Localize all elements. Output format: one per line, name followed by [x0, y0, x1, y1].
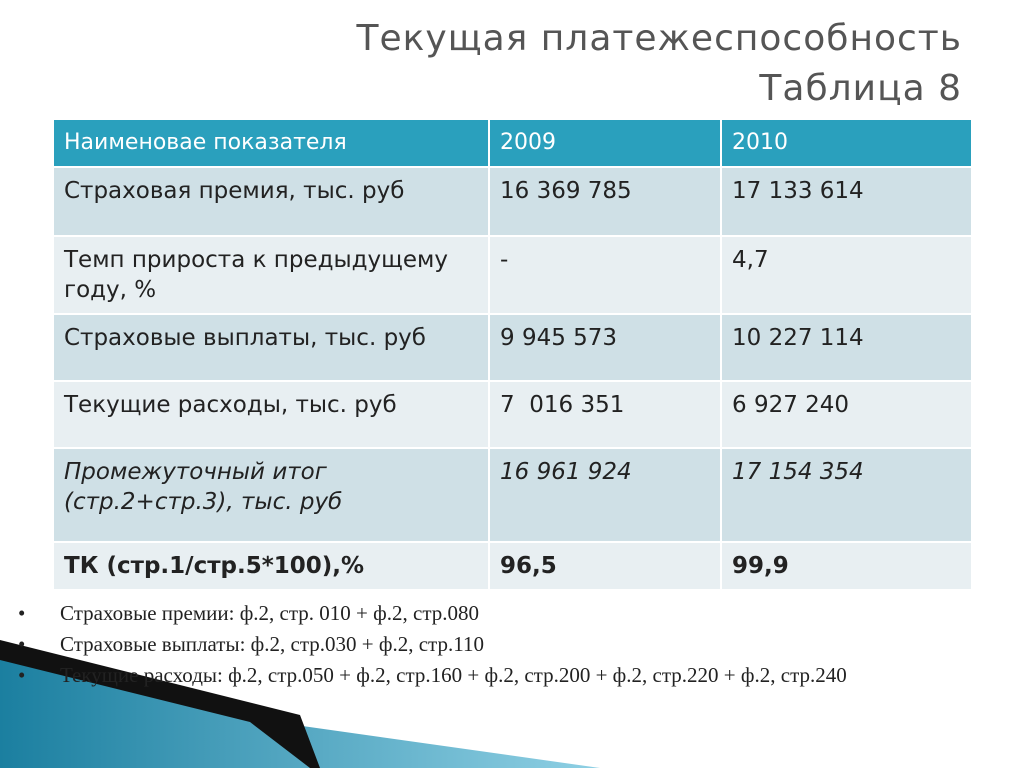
- table-row: ТК (стр.1/стр.5*100),% 96,5 99,9: [52, 541, 973, 591]
- table-cell: 17 133 614: [720, 166, 973, 237]
- column-header: 2009: [488, 118, 722, 168]
- table-cell: 10 227 114: [720, 313, 973, 382]
- table-cell: Текущие расходы, тыс. руб: [52, 380, 490, 449]
- table-row: Страховые выплаты, тыс. руб 9 945 573 10 2…: [52, 313, 973, 382]
- table-row: Темп прироста к предыдущему году, % -4,7: [52, 235, 973, 315]
- title: Текущая платежеспособность: [356, 18, 962, 59]
- table-cell: 4,7: [720, 235, 973, 315]
- table-cell: 99,9: [720, 541, 973, 591]
- table-cell: -: [488, 235, 722, 315]
- table-row: Страховая премия, тыс. руб 16 369 785 17 1…: [52, 166, 973, 237]
- table-cell: 17 154 354: [720, 447, 973, 543]
- note: Текущие расходы: ф.2, стр.050 + ф.2, стр…: [18, 660, 990, 691]
- notes: Страховые премии: ф.2, стр. 010 + ф.2, с…: [10, 598, 990, 691]
- header-row: Наименовае показателя 2009 2010: [52, 118, 973, 168]
- note: Страховые выплаты: ф.2, стр.030 + ф.2, с…: [18, 629, 990, 660]
- table-cell: Страховые выплаты, тыс. руб: [52, 313, 490, 382]
- table-cell: 7 016 351: [488, 380, 722, 449]
- table-row: Текущие расходы, тыс. руб 7 016 351 6 927 …: [52, 380, 973, 449]
- table-cell: 9 945 573: [488, 313, 722, 382]
- table-cell: Промежуточный итог (стр.2+стр.3), тыс. р…: [52, 447, 490, 543]
- note: Страховые премии: ф.2, стр. 010 + ф.2, с…: [18, 598, 990, 629]
- table-cell: 16 369 785: [488, 166, 722, 237]
- table-cell: ТК (стр.1/стр.5*100),%: [52, 541, 490, 591]
- subtitle: Таблица 8: [759, 68, 962, 109]
- column-header: 2010: [720, 118, 973, 168]
- table-cell: Страховая премия, тыс. руб: [52, 166, 490, 237]
- table-cell: 16 961 924: [488, 447, 722, 543]
- column-header: Наименовае показателя: [52, 118, 490, 168]
- swoosh: [0, 650, 600, 768]
- table-row: Промежуточный итог (стр.2+стр.3), тыс. р…: [52, 447, 973, 543]
- table: Наименовае показателя 2009 2010 Страховая …: [52, 118, 973, 591]
- table-cell: 6 927 240: [720, 380, 973, 449]
- table-cell: 96,5: [488, 541, 722, 591]
- table-cell: Темп прироста к предыдущему году, %: [52, 235, 490, 315]
